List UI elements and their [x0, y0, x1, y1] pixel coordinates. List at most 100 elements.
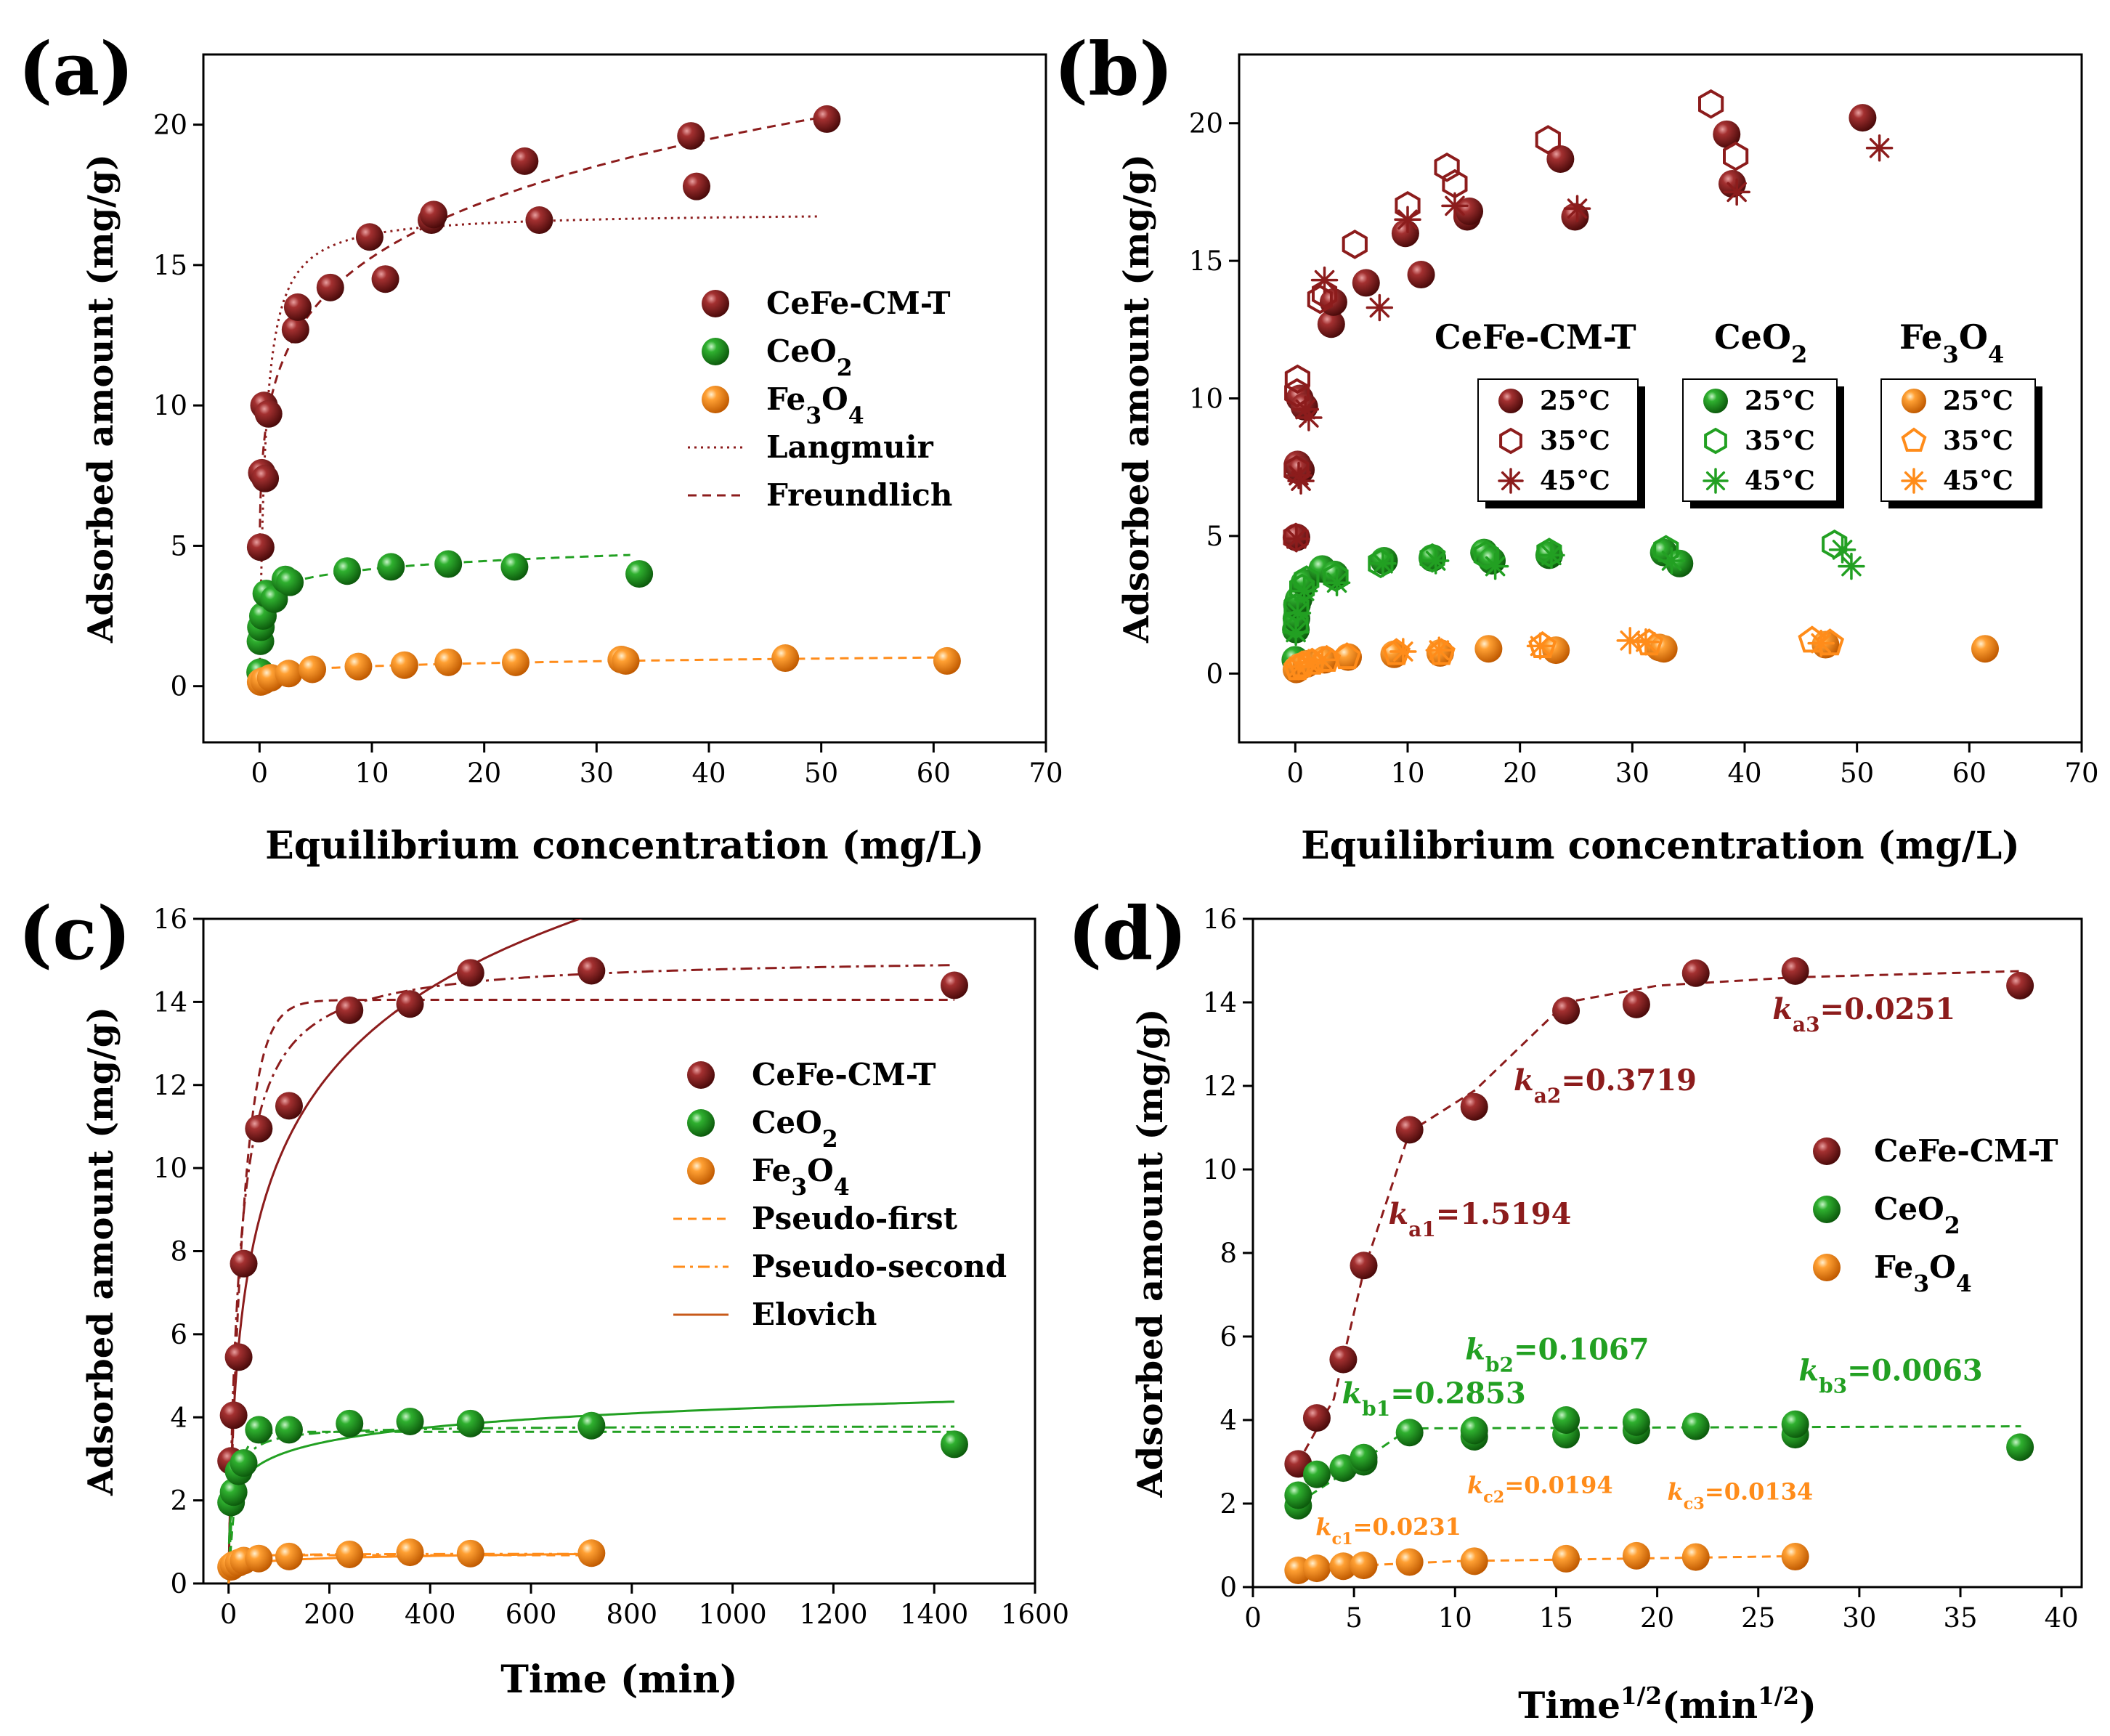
y-tick-label: 10: [1189, 384, 1223, 415]
data-point: [2006, 972, 2034, 999]
legend-entry: CeO2: [687, 1105, 838, 1153]
x-tick-label: 30: [1842, 1602, 1876, 1634]
data-point: [1284, 1481, 1312, 1509]
data-point: [933, 646, 961, 675]
star-stroke: [1299, 407, 1319, 428]
star-stroke: [1289, 657, 1309, 677]
data-point: [1395, 1548, 1424, 1576]
data-point: [1342, 230, 1368, 259]
data-point: [1460, 1547, 1488, 1575]
star-stroke: [1425, 551, 1446, 571]
data-point: [1323, 569, 1351, 597]
data-point: [1350, 1443, 1378, 1472]
x-tick-label: 50: [1840, 758, 1874, 789]
data-point: [275, 1416, 303, 1444]
data-point: [396, 1538, 424, 1567]
legend-entry: Fe3O4: [702, 381, 864, 429]
data-point: [377, 553, 405, 581]
legend-group: Fe3O4 25°C 35°C 45°C: [1880, 317, 2042, 508]
star-stroke: [1541, 545, 1562, 566]
legend-label: Pseudo-first: [752, 1201, 958, 1236]
data-point: [1394, 206, 1421, 234]
x-tick-label: 60: [917, 758, 951, 789]
legend-label: 45°C: [1943, 466, 2013, 496]
data-point: [1389, 638, 1417, 665]
data-point: [1283, 524, 1310, 553]
data-point: [336, 1540, 364, 1568]
y-tick-label: 5: [1206, 521, 1223, 552]
plot-frame: [202, 53, 1047, 744]
fit-curve: [227, 1425, 954, 1583]
fit-curve: [227, 999, 954, 1583]
data-point: [1563, 195, 1591, 222]
y-tick-label: 10: [153, 1153, 187, 1184]
legend-marker: [687, 1109, 715, 1137]
data-point: [1538, 541, 1565, 569]
panel-c: (c) 0 200 400 600 800 1000 1200 1400 1600 0 2 4 6 8 10 1…: [18, 891, 1069, 1702]
data-point: [1622, 1541, 1650, 1570]
star-stroke: [1620, 630, 1641, 651]
legend-label: 45°C: [1745, 466, 1815, 496]
fit-curve: [1297, 1425, 2021, 1505]
legend-group-title: CeO2: [1714, 317, 1807, 368]
y-tick-label: 10: [153, 390, 187, 421]
data-point: [1723, 141, 1749, 171]
data-point: [224, 1343, 253, 1371]
legend-label: Fe3O4: [752, 1153, 850, 1201]
data-point: [2006, 1433, 2034, 1461]
data-point: [420, 200, 448, 229]
star-stroke: [1485, 556, 1506, 577]
data-point: [1283, 599, 1312, 627]
legend-entry: CeFe-CM-T: [687, 1057, 936, 1092]
data-point: [500, 553, 529, 581]
data-point: [254, 399, 283, 428]
data-point: [1290, 577, 1318, 605]
series: [217, 1538, 606, 1581]
data-point: [434, 648, 463, 676]
data-point: [434, 550, 463, 578]
panel-label: (a): [18, 26, 134, 112]
panel-label: (b): [1054, 26, 1174, 112]
y-tick-label: 16: [1203, 904, 1237, 935]
y-tick-label: 20: [153, 110, 187, 141]
data-point: [1561, 203, 1589, 231]
data-point: [1307, 284, 1333, 315]
x-tick-label: 10: [354, 758, 389, 789]
series: [1284, 1541, 1809, 1584]
data-point: [275, 660, 303, 688]
star-stroke: [1661, 551, 1682, 571]
data-point: [1816, 628, 1845, 656]
legend-label: CeO2: [766, 333, 853, 381]
data-point: [1481, 552, 1509, 580]
rate-constant-label: kc1=0.0231: [1315, 1513, 1461, 1549]
legend-entry: Pseudo-first: [673, 1201, 958, 1236]
panel-d: (d) 0 5 10 15 20 25 30 35 40 0 2 4 6 8 10 12 14 16 Adsorbed…: [1068, 891, 2083, 1727]
legend-entry: Pseudo-second: [673, 1249, 1007, 1284]
data-point: [1310, 266, 1339, 294]
data-point: [1781, 1543, 1809, 1571]
data-point: [940, 1430, 968, 1459]
legend-label: Langmuir: [766, 429, 934, 465]
star-stroke: [1291, 471, 1311, 491]
data-point: [525, 206, 553, 235]
legend-label: Fe3O4: [766, 381, 864, 429]
data-point: [456, 1539, 484, 1567]
panel-a: (a) 0 10 20 30 40 50 60 70 0 5 10 15 20 Adsorbed amoun…: [18, 26, 1063, 868]
legend-group-title: CeFe-CM-T: [1435, 317, 1636, 357]
rate-constant-label: ka1=1.5194: [1388, 1197, 1571, 1241]
data-point: [1552, 1406, 1581, 1434]
legend-marker: [1901, 468, 1927, 494]
legend-marker: [1813, 1137, 1841, 1165]
star-stroke: [1904, 471, 1924, 491]
x-tick-label: 1000: [699, 1599, 767, 1630]
legend-marker: [702, 290, 729, 317]
x-tick-label: 40: [1727, 758, 1761, 789]
legend-marker: [1813, 1254, 1841, 1281]
data-point: [230, 1449, 258, 1477]
star-stroke: [1373, 553, 1393, 574]
star-stroke: [1286, 528, 1307, 549]
legend-label: 25°C: [1745, 386, 1815, 416]
y-tick-label: 15: [1189, 246, 1223, 277]
star-stroke: [1299, 652, 1319, 673]
